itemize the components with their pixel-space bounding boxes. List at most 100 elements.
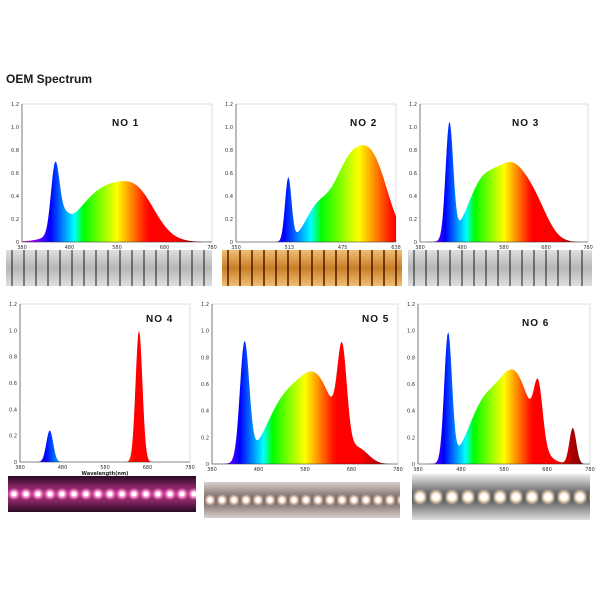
x-tick-label: 580 xyxy=(499,245,509,251)
y-tick-label: 0.4 xyxy=(9,407,17,413)
x-tick-label: 480 xyxy=(457,245,467,251)
y-tick-label: 0.8 xyxy=(9,355,17,361)
y-tick-label: 0.6 xyxy=(201,382,209,388)
x-tick-label: 475 xyxy=(338,245,348,251)
spectrum-chart: 0 0.2 0.4 0.6 0.8 1.0 1.2 380 480 580 680 780 xyxy=(409,102,593,251)
x-tick-label: 480 xyxy=(58,465,68,471)
y-tick-label: 1.2 xyxy=(407,302,415,308)
panel-label: NO 1 xyxy=(112,118,140,129)
x-tick-label: 480 xyxy=(456,467,466,473)
x-tick-label: 380 xyxy=(17,245,27,251)
y-tick-label: 1.0 xyxy=(9,328,17,334)
y-tick-label: 0 xyxy=(412,462,415,468)
x-tick-label: 580 xyxy=(112,245,122,251)
spectrum-chart: 0 0.2 0.4 0.6 0.8 1.0 1.2 380 480 580 680 780 Wavele… xyxy=(9,302,195,477)
y-tick-label: 0.4 xyxy=(11,194,19,200)
x-tick-label: 580 xyxy=(499,467,509,473)
y-tick-label: 1.0 xyxy=(11,125,19,131)
y-tick-label: 1.2 xyxy=(409,102,417,108)
y-tick-label: 0.4 xyxy=(409,194,417,200)
y-tick-label: 0.6 xyxy=(11,171,19,177)
x-tick-label: 780 xyxy=(585,467,595,473)
spectrum-area xyxy=(212,340,398,464)
spectrum-chart: 0 0.2 0.4 0.6 0.8 1.0 1.2 380 480 580 680 780 xyxy=(407,302,595,473)
x-tick-label: 380 xyxy=(413,467,423,473)
x-tick-label: 513 xyxy=(285,245,295,251)
y-tick-label: 0.4 xyxy=(201,409,209,415)
panel-label: NO 2 xyxy=(350,118,378,129)
y-tick-label: 0.2 xyxy=(9,434,17,440)
y-tick-label: 1.2 xyxy=(11,102,19,108)
y-tick-label: 1.0 xyxy=(225,125,233,131)
y-tick-label: 0.4 xyxy=(225,194,233,200)
led-strip-image xyxy=(412,474,590,520)
x-tick-label: 680 xyxy=(143,465,153,471)
x-tick-label: 380 xyxy=(415,245,425,251)
x-tick-label: 380 xyxy=(207,467,217,473)
led-strip-image xyxy=(204,482,400,518)
plot-frame xyxy=(19,303,191,463)
page-title: OEM Spectrum xyxy=(6,72,93,86)
x-tick-label: 680 xyxy=(541,245,551,251)
x-tick-label: 680 xyxy=(160,245,170,251)
y-tick-label: 1.2 xyxy=(9,302,17,308)
x-axis-label: Wavelength(nm) xyxy=(82,471,129,477)
y-tick-label: 1.0 xyxy=(407,329,415,335)
y-tick-label: 0.8 xyxy=(409,148,417,154)
spectrum-area xyxy=(418,332,590,464)
spectrum-panel-4: 0 0.2 0.4 0.6 0.8 1.0 1.2 380 480 580 680 780 Wavele… xyxy=(4,298,199,543)
y-tick-label: 1.0 xyxy=(201,329,209,335)
y-tick-label: 0.8 xyxy=(11,148,19,154)
led-strip-image xyxy=(8,476,196,512)
x-tick-label: 638 xyxy=(391,245,401,251)
x-tick-label: 380 xyxy=(15,465,25,471)
spectrum-panel-3: 0 0.2 0.4 0.6 0.8 1.0 1.2 380 480 580 680 780 NO 3 xyxy=(402,98,593,293)
led-strip-image xyxy=(6,250,212,286)
spectrum-area xyxy=(22,161,212,242)
panel-label: NO 6 xyxy=(522,318,550,329)
y-tick-label: 1.2 xyxy=(225,102,233,108)
spectrum-panel-2: 00.20.40.60.81.01.2350513475638Wavelengt… xyxy=(222,98,402,293)
y-tick-label: 1.0 xyxy=(409,125,417,131)
x-tick-label: 480 xyxy=(254,467,264,473)
x-tick-label: 350 xyxy=(231,245,241,251)
x-tick-label: 780 xyxy=(393,467,403,473)
y-tick-label: 0.6 xyxy=(407,382,415,388)
y-tick-label: 0.2 xyxy=(409,217,417,223)
y-tick-label: 0 xyxy=(16,240,19,246)
spectrum-panel-6: 0 0.2 0.4 0.6 0.8 1.0 1.2 380 480 580 680 780 NO 6 xyxy=(404,298,595,523)
spectrum-panel-5: 0 0.2 0.4 0.6 0.8 1.0 1.2 380 480 580 680 780 NO 5 xyxy=(198,298,403,523)
y-tick-label: 0.2 xyxy=(407,435,415,441)
y-tick-label: 0.8 xyxy=(407,355,415,361)
y-tick-label: 0.2 xyxy=(225,217,233,223)
y-tick-label: 0 xyxy=(14,460,17,466)
y-tick-label: 0.2 xyxy=(11,217,19,223)
y-tick-label: 0.2 xyxy=(201,435,209,441)
y-tick-label: 0.6 xyxy=(409,171,417,177)
spectrum-panel-1: 00.20.40.60.81.01.2380480580680780Wavele… xyxy=(4,98,217,293)
led-strip-image xyxy=(222,250,402,286)
spectrum-chart: 00.20.40.60.81.01.2350513475638Wavelengt… xyxy=(225,102,401,257)
y-tick-label: 0 xyxy=(206,462,209,468)
spectrum-area xyxy=(420,121,588,242)
y-tick-label: 0.6 xyxy=(9,381,17,387)
x-tick-label: 480 xyxy=(65,245,75,251)
y-tick-label: 0.8 xyxy=(201,355,209,361)
spectrum-chart: 0 0.2 0.4 0.6 0.8 1.0 1.2 380 480 580 680 780 xyxy=(201,302,403,473)
x-tick-label: 780 xyxy=(583,245,593,251)
y-tick-label: 0.8 xyxy=(225,148,233,154)
x-tick-label: 780 xyxy=(185,465,195,471)
y-tick-label: 0 xyxy=(230,240,233,246)
x-tick-label: 680 xyxy=(347,467,357,473)
panel-label: NO 5 xyxy=(362,314,390,325)
x-tick-label: 780 xyxy=(207,245,217,251)
x-tick-label: 580 xyxy=(100,465,110,471)
y-tick-label: 0.6 xyxy=(225,171,233,177)
panel-label: NO 4 xyxy=(146,314,174,325)
spectrum-area xyxy=(236,145,396,242)
y-tick-label: 0 xyxy=(414,240,417,246)
x-tick-label: 680 xyxy=(542,467,552,473)
x-tick-label: 580 xyxy=(300,467,310,473)
panel-label: NO 3 xyxy=(512,118,540,129)
led-strip-image xyxy=(408,250,592,286)
